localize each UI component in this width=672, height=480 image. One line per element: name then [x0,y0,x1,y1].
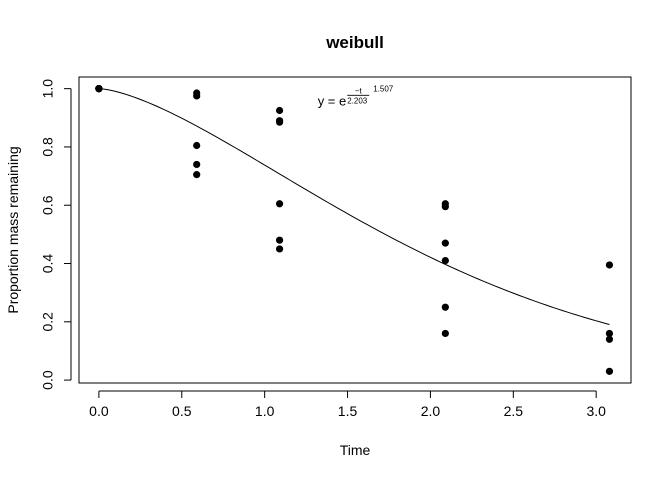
data-point [95,85,103,93]
data-point [275,118,284,126]
data-point [193,141,201,150]
data-point [275,200,284,208]
equation-lhs: y = e [318,93,347,108]
x-tick-label: 0.0 [89,403,109,419]
x-tick-label: 0.5 [172,403,192,419]
equation-exponent-denominator: 2.203 [347,96,368,105]
equation-exponent-numerator: −t [355,86,363,95]
x-tick-label: 1.5 [338,403,358,419]
y-tick-label: 0.6 [40,195,56,215]
equation-exponent-power: 1.507 [373,84,394,93]
data-points [95,85,614,375]
chart-title: weibull [325,33,384,52]
equation-annotation: y = e −t 2.203 1.507 [318,84,394,108]
data-point [275,245,284,253]
x-tick-label: 2.5 [504,403,524,419]
data-point [441,257,449,265]
data-point [441,303,449,311]
y-axis-label: Proportion mass remaining [5,146,21,313]
y-tick-label: 0.8 [40,137,56,157]
plot-frame [78,76,632,384]
y-axis: 0.0 0.2 0.4 0.6 0.8 1.0 [40,79,72,390]
y-tick-label: 1.0 [40,79,56,99]
x-tick-label: 1.0 [255,403,275,419]
data-point [605,329,614,338]
weibull-fit-curve [98,88,610,325]
data-point [193,160,201,169]
y-tick-label: 0.4 [40,254,56,274]
x-axis-label: Time [340,442,371,458]
data-point [275,106,284,115]
y-tick-label: 0.0 [40,370,56,390]
x-tick-label: 3.0 [586,403,606,419]
data-point [605,367,614,375]
data-point [441,329,449,338]
data-point [605,261,614,269]
x-tick-label: 2.0 [421,403,441,419]
data-point [441,203,449,211]
data-point [441,239,449,247]
data-point [193,92,201,100]
data-point [605,335,614,343]
x-axis: 0.0 0.5 1.0 1.5 2.0 2.5 3.0 [89,390,606,419]
y-tick-label: 0.2 [40,312,56,332]
data-point [193,171,201,179]
data-point [275,236,284,244]
